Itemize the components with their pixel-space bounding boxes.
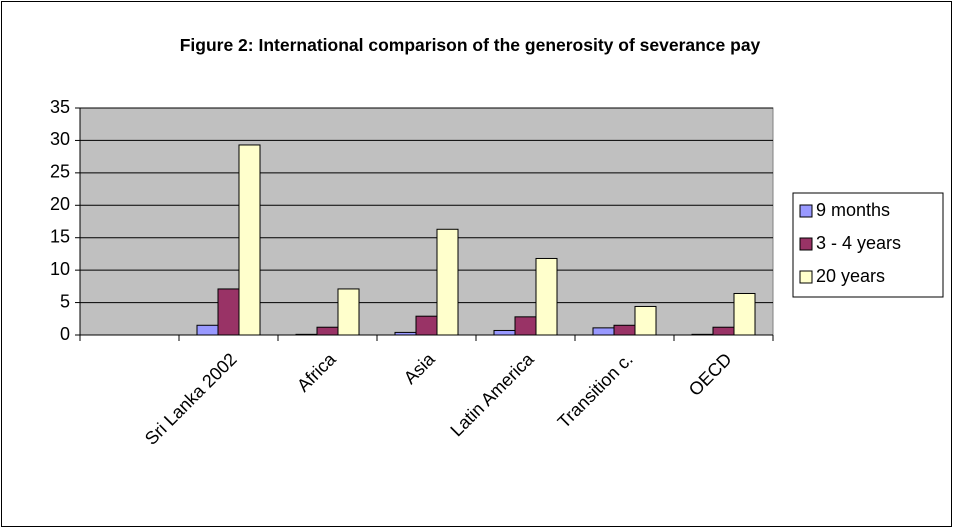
- bar: [592, 327, 615, 336]
- y-tick-label: 20: [50, 194, 70, 214]
- bar: [316, 326, 339, 336]
- bar: [436, 228, 459, 336]
- y-tick-label: 35: [50, 97, 70, 117]
- y-tick-label: 0: [60, 324, 70, 344]
- y-tick-label: 30: [50, 129, 70, 149]
- legend-label: 20 years: [816, 266, 885, 286]
- y-tick-label: 25: [50, 162, 70, 182]
- bar: [238, 144, 261, 336]
- y-tick-label: 10: [50, 259, 70, 279]
- legend-swatch: [799, 237, 813, 251]
- legend-swatch: [799, 204, 813, 218]
- legend-label: 3 - 4 years: [816, 233, 901, 253]
- bar: [337, 288, 360, 336]
- bar: [217, 288, 240, 336]
- bar: [196, 324, 219, 336]
- bar: [613, 324, 636, 336]
- bar: [493, 329, 516, 336]
- chart-title: Figure 2: International comparison of th…: [179, 35, 761, 55]
- bar: [733, 292, 756, 336]
- y-tick-label: 15: [50, 226, 70, 246]
- bar: [514, 316, 537, 336]
- y-tick-label: 5: [60, 291, 70, 311]
- legend-swatch: [799, 270, 813, 284]
- bar: [415, 315, 438, 336]
- plot-area: [79, 107, 774, 336]
- bar: [712, 326, 735, 336]
- bar: [634, 305, 657, 336]
- bar: [535, 257, 558, 336]
- legend-box: [792, 192, 944, 298]
- legend-label: 9 months: [816, 200, 890, 220]
